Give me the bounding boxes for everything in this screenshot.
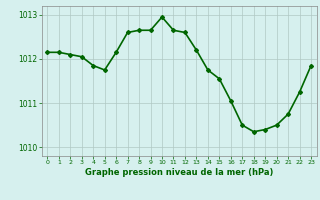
X-axis label: Graphe pression niveau de la mer (hPa): Graphe pression niveau de la mer (hPa) xyxy=(85,168,273,177)
